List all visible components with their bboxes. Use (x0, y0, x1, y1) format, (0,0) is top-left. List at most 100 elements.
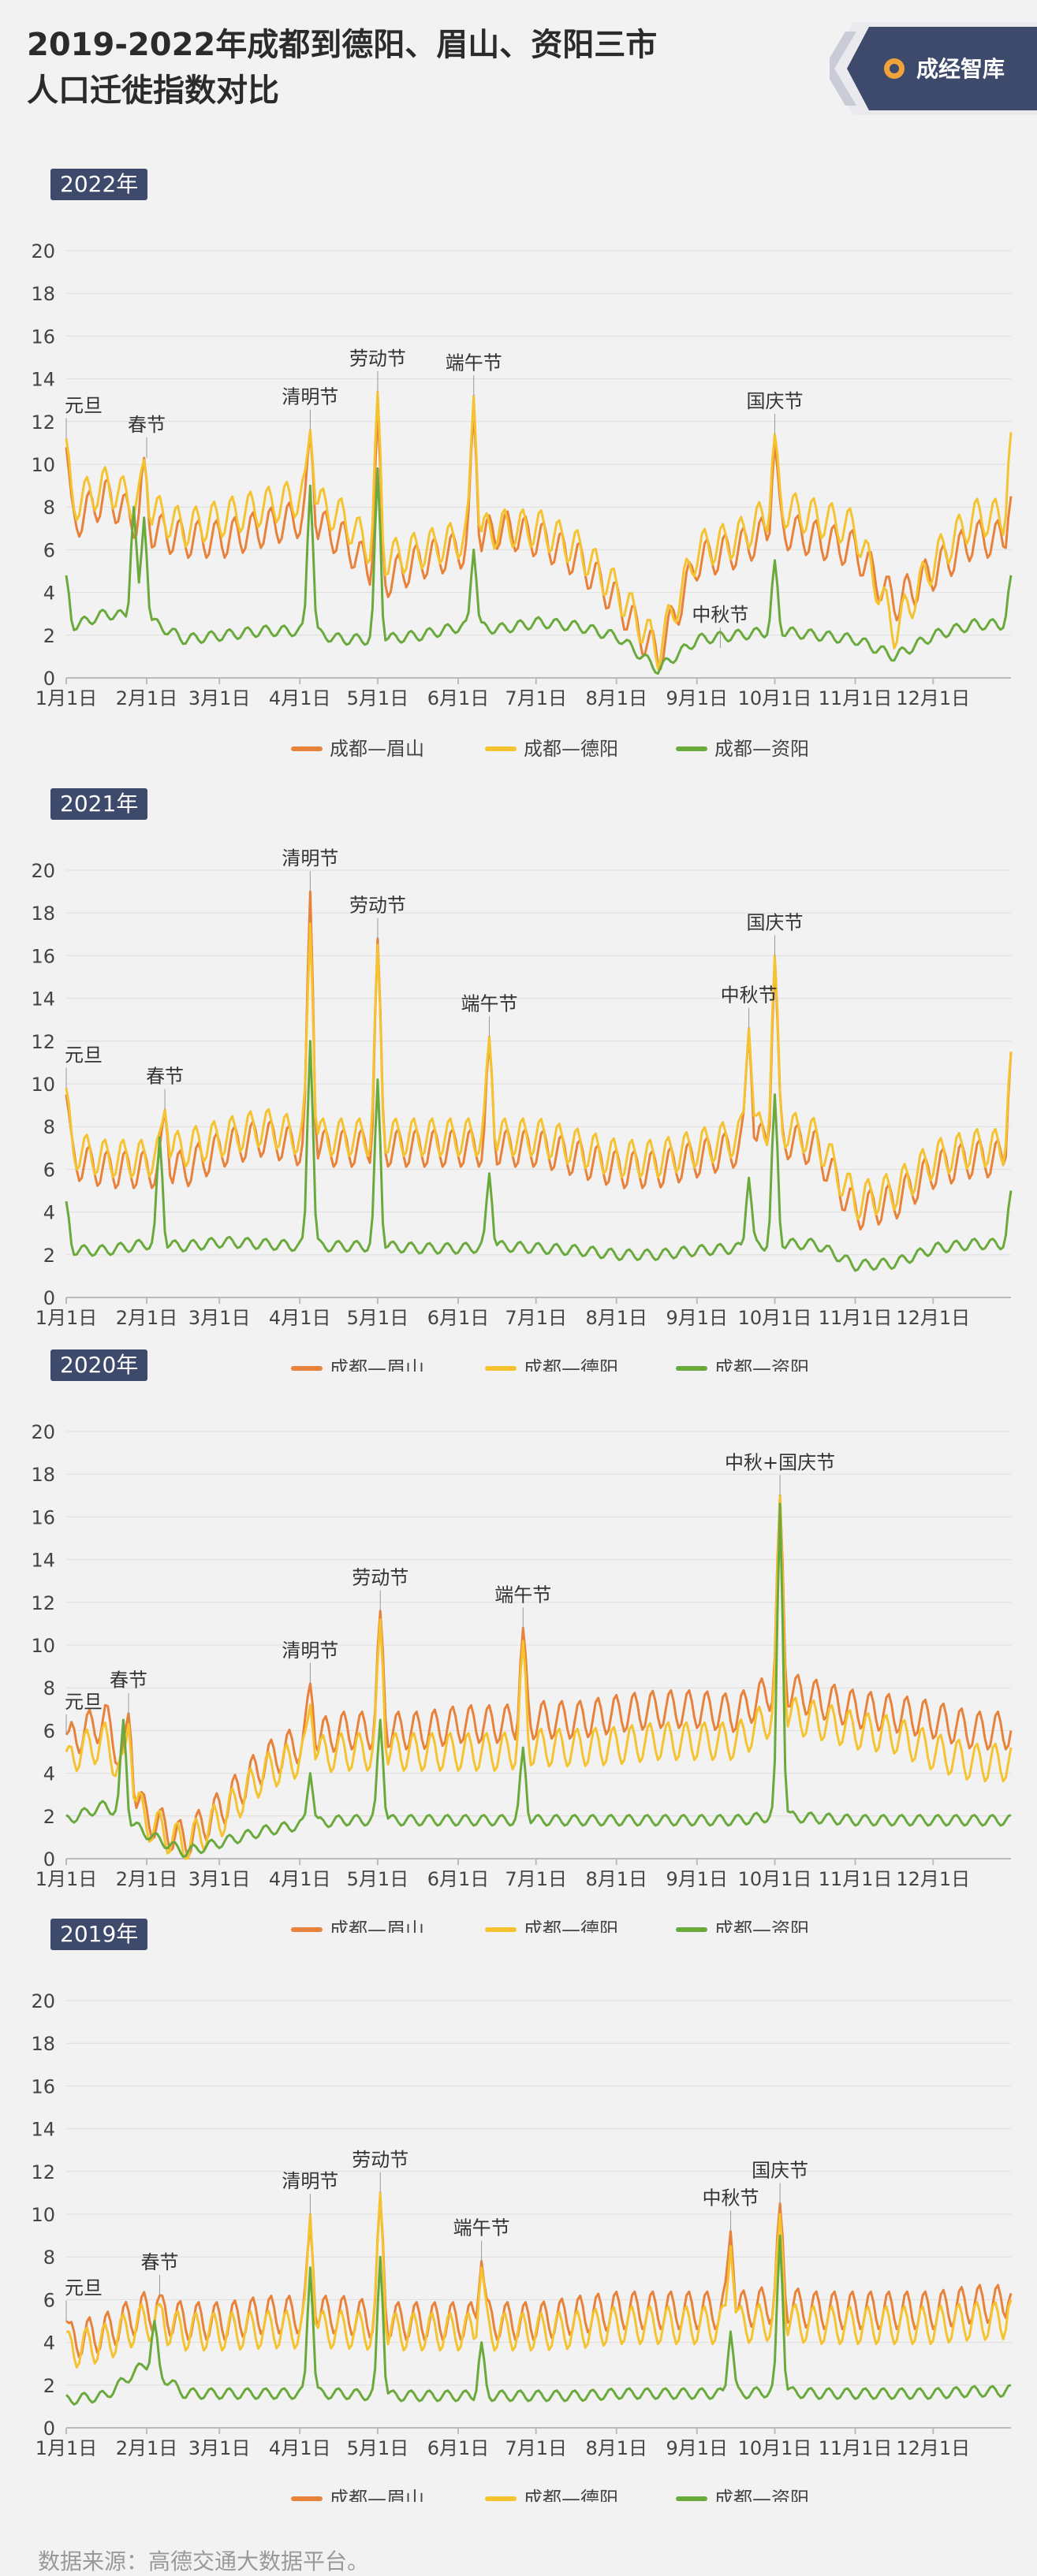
line-chart: 0 2 4 6 8 10 12 14 16 18 20 1月1日 2月1日 3月1日 4月1日 5月1日 6月1… (31, 240, 1013, 760)
x-tick-label: 12月1日 (896, 2437, 970, 2459)
annotation-label: 春节 (128, 414, 166, 436)
annotation-label: 中秋节 (721, 985, 778, 1007)
annotation-label: 元旦 (65, 2277, 103, 2299)
annotation-label: 国庆节 (752, 2159, 808, 2181)
year-badge: 2019年 (50, 1919, 148, 1950)
annotation-label: 劳动节 (352, 1567, 408, 1589)
y-tick-label: 14 (31, 988, 55, 1011)
x-tick-label: 6月1日 (427, 1307, 490, 1329)
x-tick-label: 8月1日 (585, 1868, 647, 1890)
y-tick-label: 6 (43, 1720, 55, 1742)
x-tick-label: 8月1日 (585, 1307, 647, 1329)
annotation-label: 中秋+国庆节 (725, 1451, 835, 1473)
x-tick-label: 8月1日 (585, 2437, 647, 2459)
x-tick-label: 2月1日 (116, 1307, 178, 1329)
annotation-label: 劳动节 (352, 2149, 408, 2171)
annotation-label: 端午节 (461, 992, 517, 1014)
y-tick-label: 10 (31, 2204, 55, 2226)
x-tick-label: 6月1日 (427, 687, 490, 709)
y-tick-label: 4 (43, 1763, 55, 1785)
y-tick-label: 4 (43, 2332, 55, 2355)
legend-item-deyang: 成都—德阳 (485, 738, 618, 760)
line-chart: 0 2 4 6 8 10 12 14 16 18 20 1月1日 2月1日 3月1日 4月1日 5月1日 6月1… (31, 1421, 1013, 1933)
legend-label: 成都—资阳 (714, 2488, 809, 2502)
series-line-deyang (65, 1494, 1013, 1860)
legend-item-deyang: 成都—德阳 (485, 2488, 618, 2502)
y-tick-label: 16 (31, 326, 55, 348)
series-line-meishan (65, 409, 1013, 671)
legend-item-ziyang: 成都—资阳 (676, 1357, 809, 1372)
series-line-ziyang (65, 2234, 1012, 2406)
legend-item-meishan: 成都—眉山 (291, 1919, 424, 1933)
data-source-note: 数据来源：高德交通大数据平台。 (38, 2548, 370, 2574)
y-tick-label: 18 (31, 903, 55, 925)
legend-item-ziyang: 成都—资阳 (676, 738, 809, 760)
y-tick-label: 0 (43, 1848, 55, 1871)
legend-label: 成都—德阳 (524, 1357, 618, 1372)
y-tick-label: 8 (43, 497, 55, 519)
x-tick-label: 8月1日 (585, 687, 647, 709)
x-tick-label: 3月1日 (188, 1307, 251, 1329)
legend-item-ziyang: 成都—资阳 (676, 2488, 809, 2502)
x-tick-label: 1月1日 (35, 1868, 98, 1890)
y-tick-label: 18 (31, 283, 55, 305)
series-line-deyang (65, 390, 1013, 670)
annotation-label: 清明节 (282, 1640, 338, 1662)
y-tick-label: 18 (31, 1464, 55, 1486)
x-tick-label: 9月1日 (666, 687, 728, 709)
y-tick-label: 4 (43, 583, 55, 605)
series-line-meishan (65, 1494, 1013, 1859)
x-tick-label: 7月1日 (505, 2437, 567, 2459)
x-tick-label: 5月1日 (347, 687, 409, 709)
x-tick-label: 12月1日 (896, 1868, 970, 1890)
x-tick-label: 10月1日 (738, 1307, 812, 1329)
annotation-label: 端午节 (446, 352, 502, 374)
x-tick-label: 5月1日 (347, 2437, 409, 2459)
y-tick-label: 16 (31, 1506, 55, 1528)
legend-label: 成都—资阳 (714, 1357, 809, 1372)
x-tick-label: 6月1日 (427, 1868, 490, 1890)
annotation-label: 国庆节 (747, 390, 804, 412)
y-tick-label: 20 (31, 1990, 55, 2012)
x-tick-label: 4月1日 (269, 2437, 331, 2459)
annotation-label: 元旦 (65, 394, 103, 416)
year-badge: 2021年 (50, 788, 148, 820)
y-tick-label: 6 (43, 1159, 55, 1181)
series-line-deyang (66, 2191, 1013, 2369)
x-tick-label: 6月1日 (427, 2437, 490, 2459)
y-tick-label: 2 (43, 625, 55, 647)
x-tick-label: 7月1日 (505, 1868, 567, 1890)
x-tick-label: 9月1日 (666, 1307, 728, 1329)
annotation-label: 端午节 (453, 2217, 510, 2239)
annotation-label: 劳动节 (349, 895, 406, 917)
page-title: 2019-2022年成都到德阳、眉山、资阳三市 人口迁徙指数对比 (27, 22, 815, 114)
line-chart: 0 2 4 6 8 10 12 14 16 18 20 1月1日 2月1日 3月1日 4月1日 5月1日 6月1… (31, 847, 1013, 1372)
legend-label: 成都—资阳 (714, 1919, 809, 1933)
annotation-label: 春节 (140, 2251, 178, 2273)
x-tick-label: 2月1日 (116, 2437, 178, 2459)
annotation-label: 中秋节 (692, 604, 748, 626)
annotation-label: 端午节 (494, 1584, 551, 1606)
legend-label: 成都—眉山 (330, 738, 424, 760)
x-tick-label: 10月1日 (738, 687, 812, 709)
y-tick-label: 16 (31, 945, 55, 967)
x-tick-label: 7月1日 (505, 687, 567, 709)
y-tick-label: 0 (43, 2418, 55, 2440)
logo-text: 成经智库 (916, 56, 1005, 82)
annotation-label: 清明节 (282, 2170, 338, 2192)
title-line-2: 人口迁徙指数对比 (27, 73, 279, 109)
y-tick-label: 10 (31, 1074, 55, 1096)
y-tick-label: 18 (31, 2033, 55, 2055)
x-tick-label: 4月1日 (269, 1307, 331, 1329)
y-tick-label: 0 (43, 1287, 55, 1309)
y-tick-label: 6 (43, 539, 55, 561)
legend-label: 成都—资阳 (714, 738, 809, 760)
line-chart: 0 2 4 6 8 10 12 14 16 18 20 1月1日 2月1日 3月1日 4月1日 5月1日 6月1… (31, 1990, 1013, 2502)
legend-label: 成都—德阳 (524, 1919, 618, 1933)
legend-label: 成都—德阳 (524, 2488, 618, 2502)
annotation-label: 清明节 (282, 386, 338, 408)
x-tick-label: 1月1日 (35, 2437, 98, 2459)
x-tick-label: 3月1日 (188, 687, 251, 709)
annotation-label: 劳动节 (349, 348, 406, 370)
y-tick-label: 2 (43, 2375, 55, 2397)
